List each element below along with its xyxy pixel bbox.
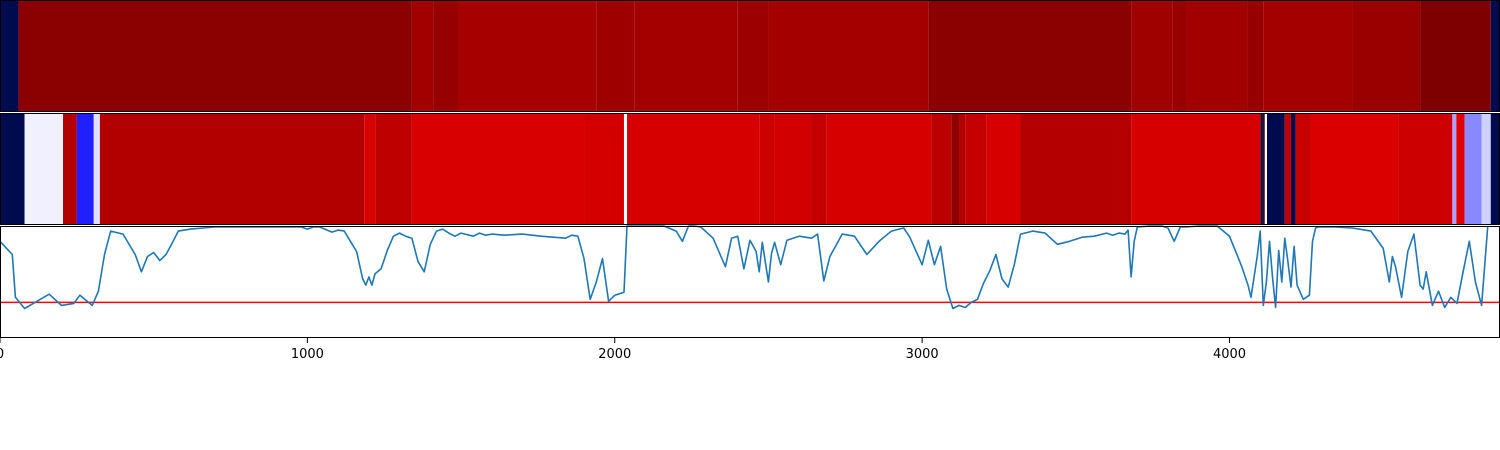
heatmap-cell — [364, 113, 376, 225]
x-axis: 0 1000 2000 3000 4000 — [0, 338, 1246, 362]
heatmap-cell — [774, 113, 812, 225]
heatmap-cell — [1263, 0, 1353, 112]
heatmap-cell — [1020, 113, 1132, 225]
heatmap-cell — [457, 0, 597, 112]
heatmap-cell — [1420, 0, 1491, 112]
heatmap-cell — [433, 0, 458, 112]
heatmap-cell — [959, 113, 966, 225]
heatmap-cell — [1267, 113, 1285, 225]
heatmap-cell — [931, 113, 952, 225]
heatmap-cell — [1172, 0, 1187, 112]
heatmap-cell — [1398, 113, 1453, 225]
heatmap-cell — [375, 113, 412, 225]
heatmap-cell — [18, 0, 412, 112]
heatmap-cell — [986, 113, 1021, 225]
heatmap-cell — [0, 113, 25, 225]
heatmap-cell — [623, 113, 628, 225]
heatmap-cell — [759, 113, 775, 225]
x-tick-label: 2000 — [598, 347, 631, 362]
heatmap-cell — [584, 113, 624, 225]
x-tick-label: 4000 — [1213, 347, 1246, 362]
heatmap-cell — [1490, 0, 1500, 112]
heatmap-cell — [928, 0, 1132, 112]
heatmap-cell — [24, 113, 64, 225]
heatmap-cell — [951, 113, 960, 225]
heatmap-cell — [768, 0, 929, 112]
heatmap-cell — [1284, 113, 1291, 225]
heatmap-cell — [1290, 113, 1296, 225]
heatmap-cell — [1452, 113, 1457, 225]
heatmap-cell — [1490, 113, 1500, 225]
heatmap-cell — [1464, 113, 1482, 225]
heatmap-cell — [1295, 113, 1311, 225]
heatmap-cell — [411, 0, 434, 112]
heatmap-cell — [0, 0, 19, 112]
heatmap-cell — [737, 0, 769, 112]
heatmap-cell — [1264, 113, 1268, 225]
heatmap-cell — [1310, 113, 1399, 225]
heatmap-cell — [1131, 113, 1261, 225]
heatmap-cell — [1131, 0, 1173, 112]
heatmap-cell — [1260, 113, 1265, 225]
heatmap-cell — [811, 113, 827, 225]
heatmap-cell — [627, 113, 760, 225]
x-tick-label: 0 — [0, 347, 4, 362]
heatmap-cell — [1247, 0, 1264, 112]
heatmap-cell — [1352, 0, 1421, 112]
heatmap-cell — [76, 113, 94, 225]
heatmap-cell — [596, 0, 635, 112]
heatmap-top — [0, 0, 1500, 112]
series-line — [0, 225, 1489, 310]
line-panel — [0, 225, 1500, 310]
heatmap-cell — [63, 113, 77, 225]
heatmap-cell — [411, 113, 585, 225]
heatmap-middle — [0, 113, 1500, 225]
heatmap-cell — [826, 113, 932, 225]
heatmap-cell — [1481, 113, 1491, 225]
heatmap-cell — [965, 113, 987, 225]
heatmap-cell — [1186, 0, 1248, 112]
heatmap-cell — [1456, 113, 1465, 225]
x-tick-label: 1000 — [291, 347, 324, 362]
x-tick-label: 3000 — [906, 347, 939, 362]
heatmap-cell — [634, 0, 738, 112]
heatmap-cell — [99, 113, 365, 225]
heatmap-cell — [93, 113, 100, 225]
